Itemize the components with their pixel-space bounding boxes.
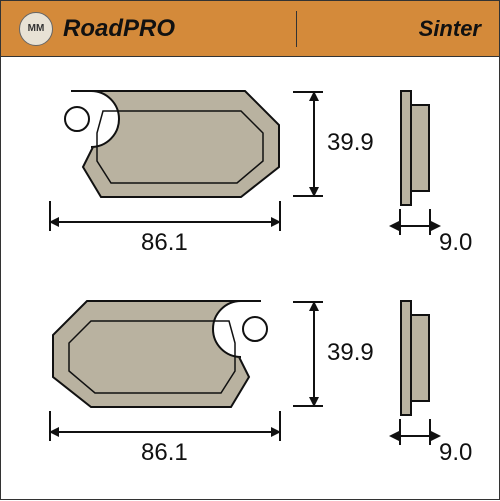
brand-logo-icon: MM bbox=[19, 12, 53, 46]
dim-arrow-icon bbox=[309, 301, 319, 311]
dim-width-bottom: 86.1 bbox=[141, 439, 188, 467]
dim-arrow-icon bbox=[49, 217, 59, 227]
dim-arrow-icon bbox=[309, 397, 319, 407]
brake-pad-top-icon bbox=[41, 81, 291, 211]
dim-arrow-icon bbox=[389, 431, 399, 441]
dim-arrow-icon bbox=[389, 221, 399, 231]
dim-arrow-icon bbox=[309, 91, 319, 101]
dim-thickness-top: 9.0 bbox=[439, 229, 472, 257]
product-name: RoadPRO bbox=[63, 15, 175, 43]
product-variant: Sinter bbox=[419, 16, 481, 42]
header-bar: MM RoadPRO Sinter bbox=[1, 1, 499, 57]
dim-line-horizontal bbox=[49, 221, 281, 223]
header-divider bbox=[296, 11, 297, 47]
dim-height-bottom: 39.9 bbox=[327, 339, 374, 367]
product-diagram-card: MM RoadPRO Sinter 39.9 bbox=[0, 0, 500, 500]
dim-width-top: 86.1 bbox=[141, 229, 188, 257]
dim-thickness-bottom: 9.0 bbox=[439, 439, 472, 467]
dim-arrow-icon bbox=[271, 427, 281, 437]
dim-line-horizontal bbox=[49, 431, 281, 433]
brake-pad-bottom-icon bbox=[41, 291, 291, 421]
dim-line-horizontal bbox=[399, 225, 431, 227]
dim-line-vertical bbox=[313, 301, 315, 407]
dim-arrow-icon bbox=[49, 427, 59, 437]
product-name-suffix: PRO bbox=[123, 15, 175, 42]
brake-pad-top-side-icon bbox=[399, 89, 437, 207]
diagram-area: 39.9 86.1 9.0 bbox=[1, 57, 499, 501]
brake-pad-bottom-side-icon bbox=[399, 299, 437, 417]
dim-arrow-icon bbox=[271, 217, 281, 227]
product-name-prefix: Road bbox=[63, 15, 123, 42]
dim-extension-line bbox=[399, 209, 401, 235]
brand-block: MM RoadPRO bbox=[19, 12, 175, 46]
dim-height-top: 39.9 bbox=[327, 129, 374, 157]
dim-line-horizontal bbox=[399, 435, 431, 437]
dim-line-vertical bbox=[313, 91, 315, 197]
dim-arrow-icon bbox=[309, 187, 319, 197]
dim-extension-line bbox=[399, 419, 401, 445]
